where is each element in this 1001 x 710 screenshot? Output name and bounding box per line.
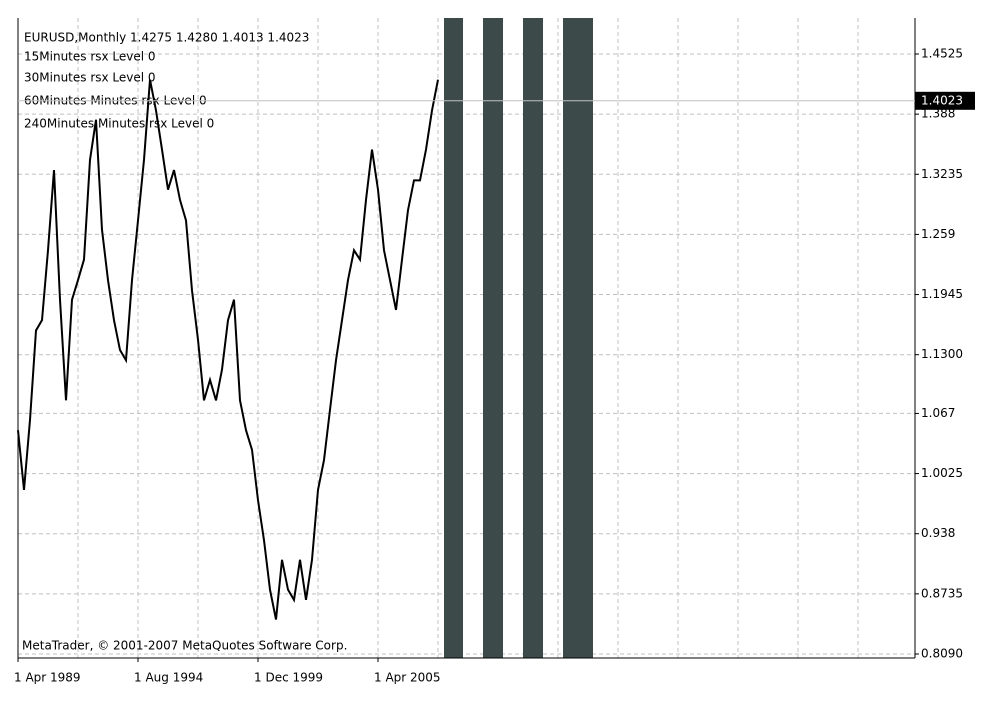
y-tick-label: 1.067 [921,406,955,420]
y-tick-label: 1.1945 [921,287,963,301]
indicator-bar [444,18,463,658]
footer: MetaTrader, © 2001-2007 MetaQuotes Softw… [22,639,347,653]
y-tick-label: 1.388 [921,107,955,121]
indicator-bar [563,18,593,658]
annotation: 240Minutes Minutes rsx Level 0 [24,117,214,131]
y-tick-label: 1.259 [921,227,955,241]
x-tick-label: 1 Apr 1989 [14,671,81,685]
y-tick-label: 0.938 [921,526,955,540]
y-tick-label: 0.8090 [921,646,963,660]
annotation: 15Minutes rsx Level 0 [24,50,156,64]
price-line [17,79,439,620]
x-tick-label: 1 Dec 1999 [254,671,323,685]
indicator-bar [483,18,503,658]
last-price-label: 1.4023 [921,93,963,107]
annotation: 30Minutes rsx Level 0 [24,71,156,85]
y-tick-label: 0.8735 [921,586,963,600]
grid [18,18,915,658]
y-tick-label: 1.0025 [921,466,963,480]
y-tick-label: 1.4525 [921,46,963,60]
y-tick-label: 1.3235 [921,167,963,181]
last-price-box [915,91,975,110]
indicator-bar [523,18,543,658]
x-tick-label: 1 Aug 1994 [134,671,203,685]
chart-title: EURUSD,Monthly 1.4275 1.4280 1.4013 1.40… [24,31,309,45]
x-tick-label: 1 Apr 2005 [374,671,441,685]
y-tick-label: 1.1300 [921,347,963,361]
